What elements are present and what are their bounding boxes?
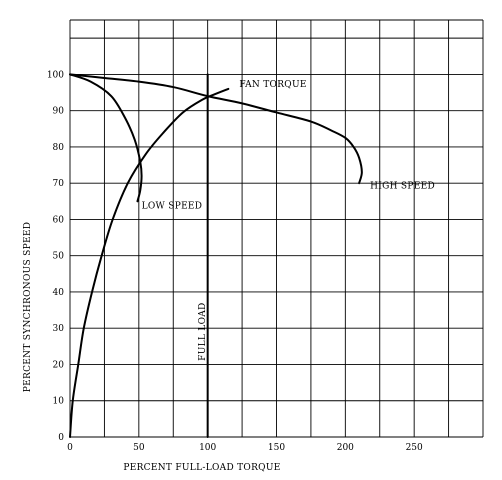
x-tick-label: 100 [199,443,216,453]
y-tick-label: 20 [53,360,65,370]
tick-labels: 0 50 100 150 200 250 0 10 20 30 40 50 60 70 80 90 100 [47,70,423,453]
low-speed-curve [69,73,143,203]
curves [69,73,363,438]
x-tick-label: 200 [337,443,354,453]
y-axis-title: PERCENT SYNCHRONOUS SPEED [23,222,33,392]
high-speed-label: HIGH SPEED [370,182,435,192]
y-tick-label: 10 [53,397,65,407]
annotations: FAN TORQUE LOW SPEED HIGH SPEED FULL LOAD [142,80,435,361]
y-tick-label: 100 [47,70,64,80]
x-tick-label: 150 [268,443,285,453]
y-tick-label: 80 [53,143,65,153]
x-tick-label: 50 [133,443,145,453]
y-tick-label: 60 [53,215,65,225]
y-tick-label: 70 [53,179,65,189]
full-load-label: FULL LOAD [198,302,208,360]
fan-torque-label: FAN TORQUE [239,80,306,90]
x-tick-label: 250 [406,443,423,453]
y-tick-label: 40 [53,288,65,298]
y-tick-label: 50 [53,252,65,262]
low-speed-label: LOW SPEED [142,202,203,212]
y-tick-label: 90 [53,107,65,117]
y-tick-label: 30 [53,324,65,334]
grid [69,19,484,438]
y-tick-label: 0 [58,433,64,443]
fan-torque-curve [69,87,230,438]
high-speed-curve [69,73,363,185]
x-tick-label: 0 [67,443,73,453]
x-axis-title: PERCENT FULL-LOAD TORQUE [123,463,280,473]
